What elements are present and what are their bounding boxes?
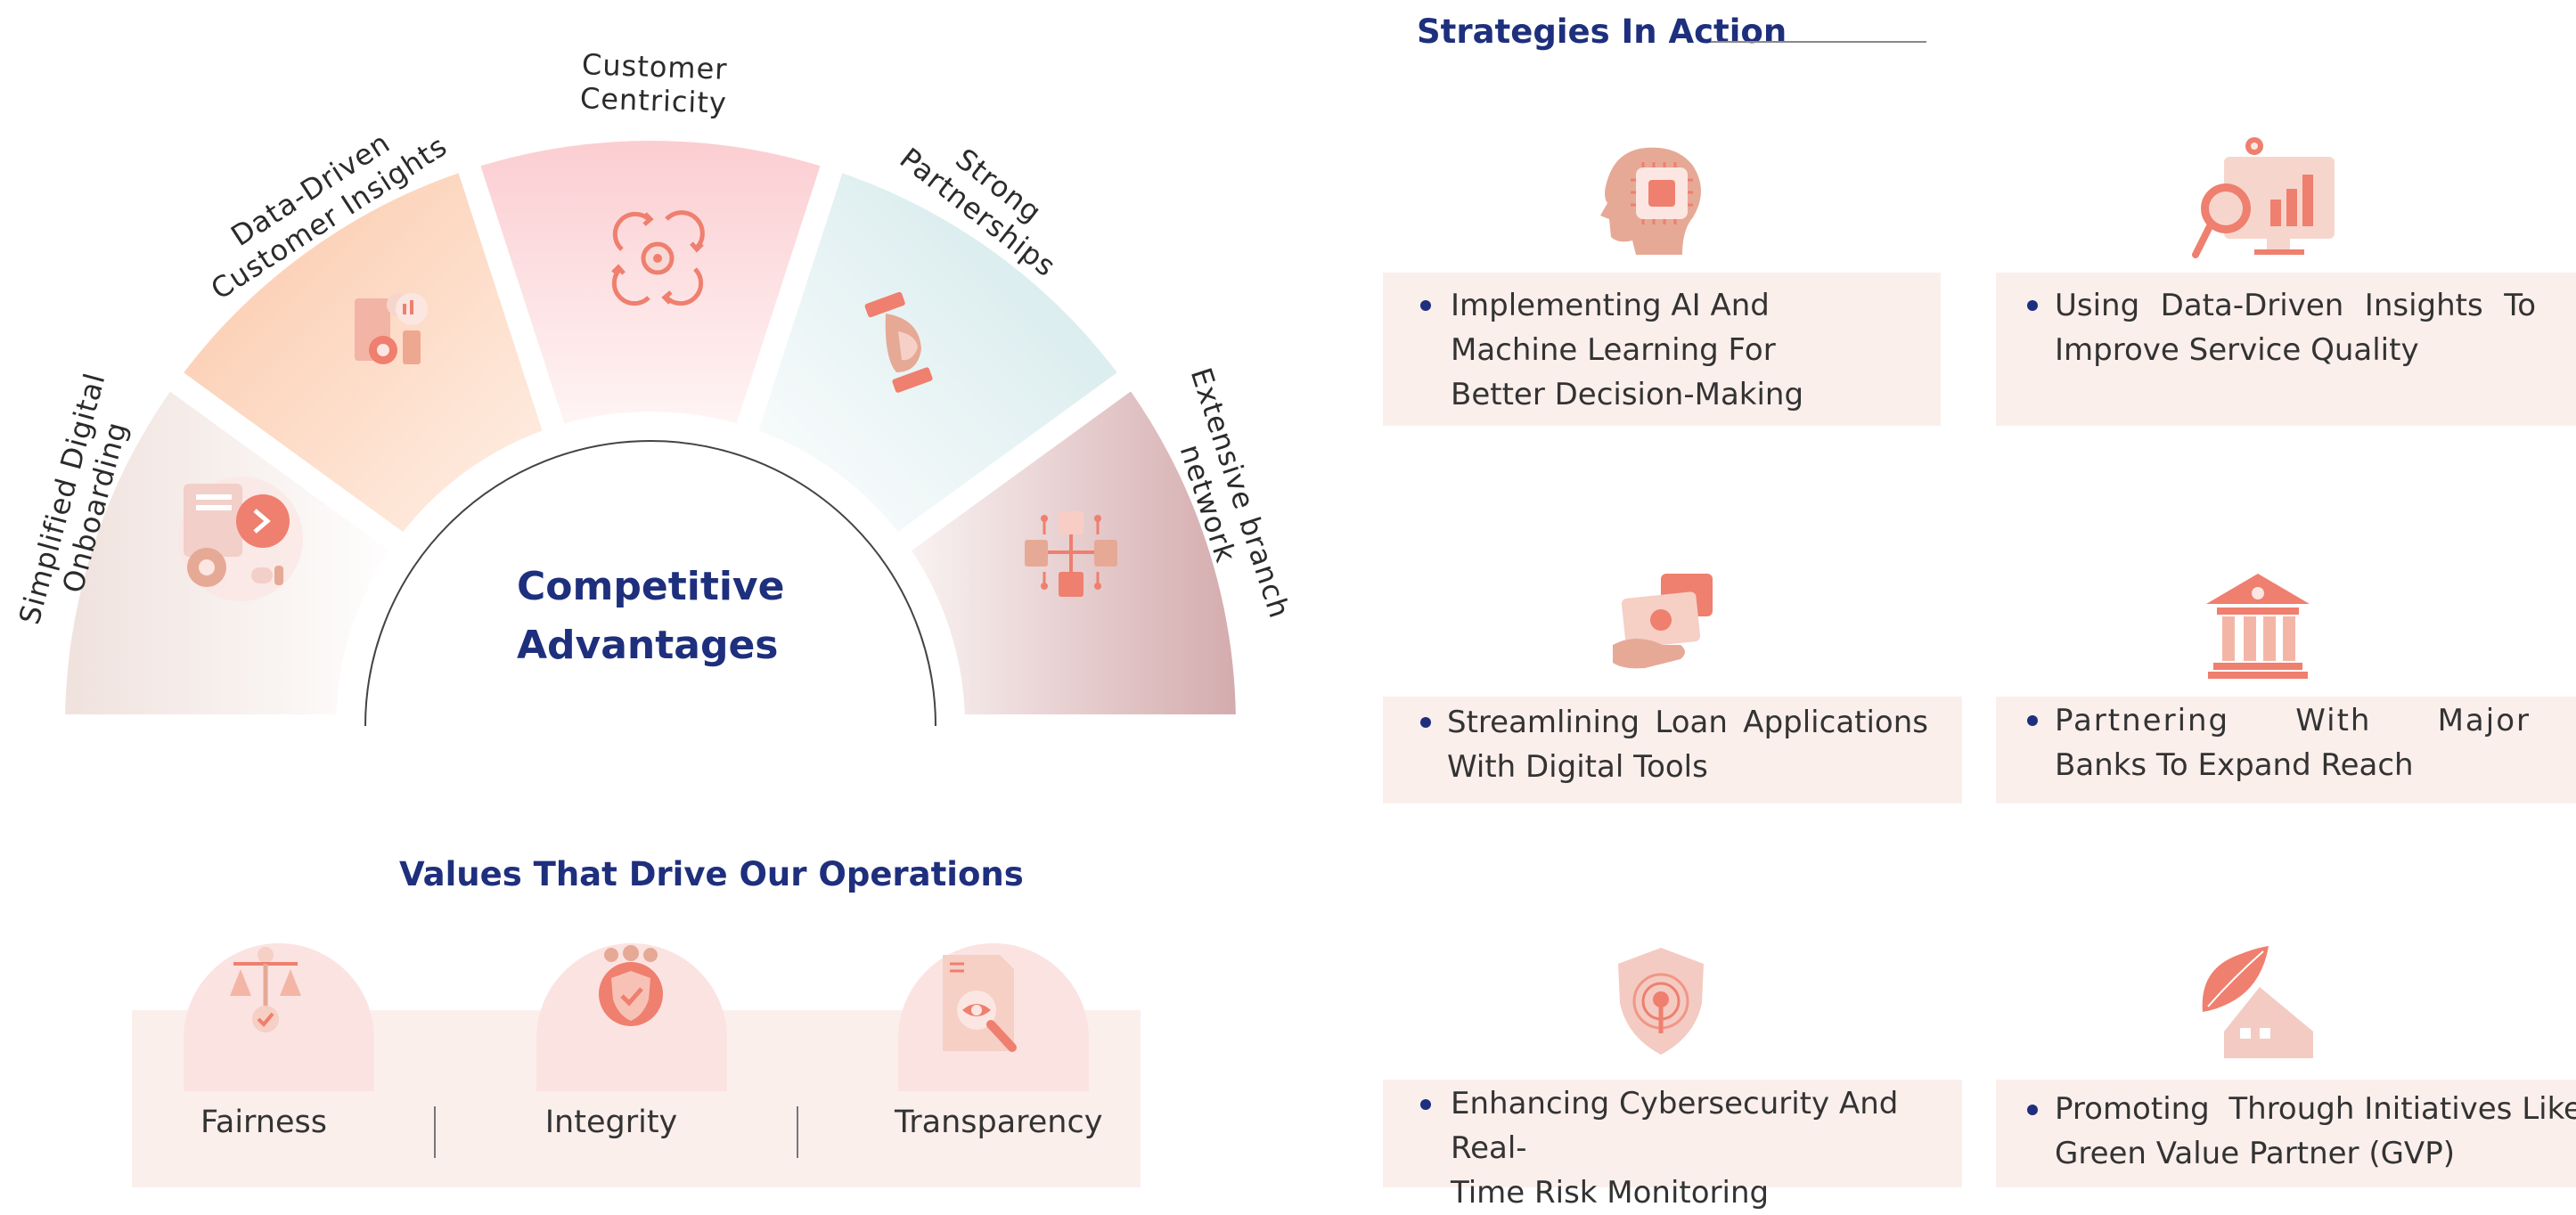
network-icon [1025,511,1117,597]
strategy-text-2: Using Data-Driven Insights To Improve Se… [2055,288,2536,368]
strategy-card-5 [1383,1080,1962,1187]
segment-label-centricity: Customer Centricity [579,47,728,120]
value-integrity: Integrity [544,1105,678,1140]
strategies-title: Strategies In Action [1417,12,1787,51]
strategy-text-1: Implementing AI And Machine Learning For… [1451,288,1804,412]
ai-head-icon [1600,147,1701,255]
strategy-card-3 [1383,697,1962,803]
security-shield-icon [1618,948,1704,1055]
value-transparency: Transparency [895,1105,1103,1140]
strategy-text-3: Streamlining Loan Applications With Digi… [1447,705,1928,785]
segment-centricity [454,118,847,450]
bullet [1420,717,1431,728]
bank-icon [2206,574,2310,679]
fairness-bubble [184,943,374,1091]
segment-partnerships [732,146,1146,560]
strategy-card-4 [1996,697,2576,803]
competitive-advantages-diagram: Simplified Digital Onboarding Data-Drive… [12,47,1296,738]
svg-text:Centricity: Centricity [579,81,727,120]
strategy-text-4: Partnering With Major Banks To Expand Re… [2055,703,2531,783]
digital-onboarding-icon [178,477,303,601]
shield-team-icon [599,945,663,1026]
green-house-icon [2202,946,2313,1058]
strategies-underline [1711,41,1926,43]
handshake-icon [864,291,933,393]
money-hand-icon [1613,574,1713,669]
bullet [2027,1105,2038,1115]
customer-cycle-icon [611,210,705,306]
strategy-card-2 [1996,273,2576,426]
strategy-text-5: Enhancing Cybersecurity And Real- Time R… [1451,1086,1899,1211]
center-arc-outline [364,440,936,727]
strategy-card-1 [1383,273,1941,426]
value-divider [797,1106,798,1158]
center-title-line1: Competitive [517,564,785,609]
center-title-line2: Advantages [517,623,779,668]
center-title: Competitive Advantages [517,558,784,675]
strategy-card-6 [1996,1080,2576,1187]
analytics-screen-icon [2192,137,2335,258]
strategy-text-6: Promoting Through Initiatives Like Green… [2055,1091,2576,1171]
bullet [2027,715,2038,726]
bullet [1420,300,1431,311]
svg-text:Customer: Customer [581,47,728,86]
value-divider [434,1106,436,1158]
value-fairness: Fairness [200,1105,328,1140]
bullet [2027,300,2038,311]
document-eye-icon [943,955,1017,1052]
data-insights-icon [355,293,428,364]
bullet [1420,1099,1431,1110]
values-title: Values That Drive Our Operations [399,855,1024,893]
scales-icon [230,947,301,1032]
